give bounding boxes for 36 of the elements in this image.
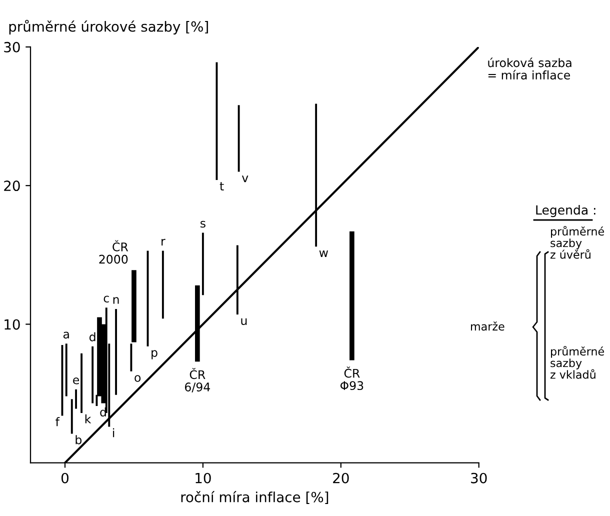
annotation: w	[319, 250, 328, 257]
text: průměrné sazby z úvěrů	[550, 226, 604, 259]
bar	[195, 285, 200, 362]
text: průměrné sazby z vkladů	[550, 346, 604, 379]
y-tick-label: 10	[4, 319, 20, 330]
annotation: r	[162, 238, 166, 246]
x-tick-label: 20	[333, 472, 349, 484]
bar	[350, 231, 354, 360]
annotation: k	[85, 414, 92, 424]
text: Legenda :	[536, 205, 596, 218]
annotation: t	[220, 182, 224, 190]
annotation: marže	[471, 322, 504, 331]
annotation: n	[113, 297, 119, 304]
annotation: e	[73, 378, 80, 384]
y-tick-label: 30	[4, 42, 20, 52]
y-axis-title: průměrné úrokové sazby [%]	[9, 20, 208, 34]
annotation: a	[63, 332, 69, 339]
annotation: s	[200, 220, 206, 228]
annotation: b	[76, 435, 82, 444]
annotation: ČR 6/94	[184, 368, 210, 392]
annotation: ČR 2000	[99, 240, 128, 264]
y-tick-label: 20	[4, 180, 20, 192]
annotation: o	[134, 375, 141, 382]
annotation: ČR Φ93	[340, 366, 364, 390]
annotation: úroková sazba = míra inflace	[488, 58, 572, 80]
x-axis-title: roční míra inflace [%]	[181, 491, 328, 504]
annotation: i	[113, 428, 114, 438]
annotation: c	[104, 296, 109, 303]
annotation: d	[89, 332, 96, 342]
x-tick-label: 0	[61, 472, 68, 484]
annotation: u	[241, 318, 247, 326]
x-tick-label: 30	[471, 472, 487, 484]
x-tick-label: 10	[196, 472, 211, 484]
annotation: f	[56, 417, 60, 426]
annotation: v	[242, 176, 248, 182]
annotation: p	[152, 350, 158, 360]
